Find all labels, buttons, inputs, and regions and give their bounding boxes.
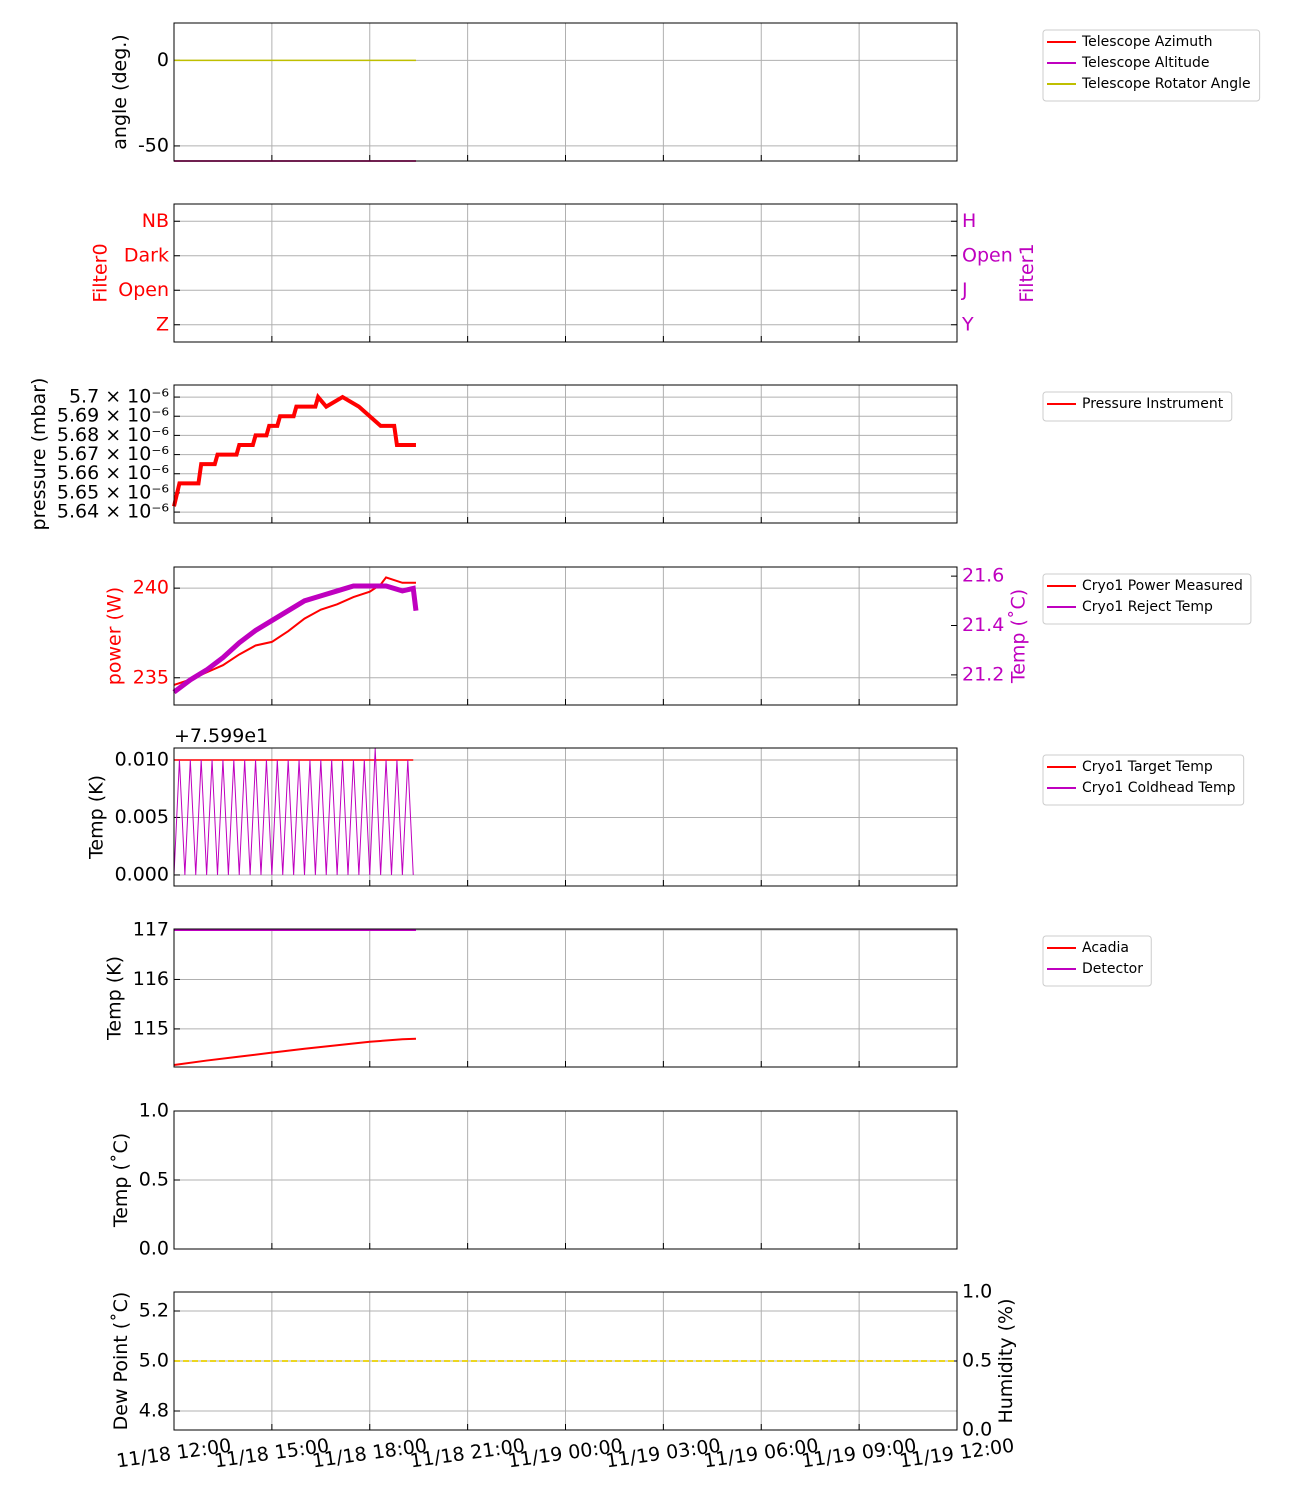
plot-frame — [173, 747, 958, 887]
y-tick-label: 5.64 × 10⁻⁶ — [57, 501, 169, 523]
plot-frame — [173, 203, 958, 343]
plot-frame — [173, 1291, 958, 1431]
y2-tick-label: 0.5 — [962, 1350, 992, 1372]
y-tick-label: 117 — [133, 918, 169, 940]
legend-label: Cryo1 Power Measured — [1082, 578, 1243, 594]
y-tick-label: 0.0 — [139, 1238, 169, 1260]
series-line — [173, 1037, 417, 1067]
y2-tick-label: Open — [962, 244, 1013, 266]
series-line — [172, 392, 416, 507]
y2-tick-label: 21.2 — [962, 663, 1004, 685]
plot-frame — [173, 1110, 958, 1250]
x-tick-label: 11/19 12:00 — [898, 1435, 1015, 1473]
y-axis-label: Filter0 — [89, 243, 111, 302]
legend-box — [1042, 754, 1245, 806]
y-tick-label: 5.66 × 10⁻⁶ — [57, 462, 169, 484]
panel: Z Open Dark NB YJ Open H Filter0 Filter1 — [89, 203, 1038, 343]
plot-frame — [173, 22, 958, 162]
panel: 235 240 21.2 21.4 21.6 power (W) Temp (˚C) Cryo… — [104, 565, 1252, 706]
legend-label: Cryo1 Coldhead Temp — [1082, 780, 1236, 796]
y-tick-label: 5.0 — [139, 1350, 169, 1372]
y2-tick-label: 1.0 — [962, 1281, 992, 1303]
y-tick-label: 5.67 × 10⁻⁶ — [57, 443, 169, 465]
series-line — [172, 583, 419, 695]
y-axis-label: Temp (K) — [104, 956, 126, 1041]
y2-tick-label: Y — [961, 313, 974, 335]
plot-frame — [173, 384, 958, 524]
legend-box — [1042, 573, 1252, 625]
y-axis-label: angle (deg.) — [109, 34, 131, 149]
legend-label: Detector — [1082, 961, 1143, 977]
y2-tick-label: 21.6 — [962, 565, 1004, 587]
legend-label: Cryo1 Reject Temp — [1082, 599, 1213, 615]
y-tick-label: -50 — [138, 134, 169, 156]
y-tick-label: 0 — [157, 49, 169, 71]
y-axis-label: power (W) — [104, 587, 126, 685]
legend-label: Telescope Altitude — [1081, 55, 1210, 71]
legend-box — [1042, 29, 1261, 102]
y2-axis-label: Humidity (%) — [995, 1298, 1017, 1423]
y-tick-label: 5.2 — [139, 1300, 169, 1322]
y-tick-label: 0.010 — [115, 748, 169, 770]
legend-label: Telescope Azimuth — [1081, 34, 1212, 50]
y-tick-label: 235 — [133, 666, 169, 688]
series-line — [173, 576, 416, 686]
y-axis-label: Dew Point (˚C) — [110, 1292, 132, 1431]
panel: 0.000 0.005 0.010 Temp (K) +7.599e1 Cryo1 Tar… — [86, 725, 1245, 887]
y-tick-label: 0.000 — [115, 863, 169, 885]
plot-frame — [173, 928, 958, 1068]
series-line — [173, 748, 414, 875]
y-tick-label: Dark — [124, 244, 169, 266]
legend-label: Cryo1 Target Temp — [1082, 759, 1213, 775]
y2-tick-label: H — [962, 210, 976, 232]
panel: 5.64 × 10⁻⁶5.65 × 10⁻⁶5.66 × 10⁻⁶5.67 × … — [28, 378, 1233, 531]
y2-axis-label: Filter1 — [1016, 243, 1038, 302]
y-tick-label: 116 — [133, 968, 169, 990]
legend-box — [1042, 391, 1233, 422]
y-tick-label: 115 — [133, 1017, 169, 1039]
y-tick-label: 5.7 × 10⁻⁶ — [69, 386, 169, 408]
y-tick-label: 5.69 × 10⁻⁶ — [57, 405, 169, 427]
y2-tick-label: J — [961, 279, 968, 301]
y-tick-label: 4.8 — [139, 1400, 169, 1422]
y-tick-label: 5.68 × 10⁻⁶ — [57, 424, 169, 446]
legend-label: Pressure Instrument — [1082, 396, 1224, 412]
y-tick-label: 1.0 — [139, 1100, 169, 1122]
y-tick-label: 0.005 — [115, 806, 169, 828]
y-tick-label: Open — [118, 279, 169, 301]
y-axis-label: Temp (˚C) — [110, 1133, 132, 1228]
y2-axis-label: Temp (˚C) — [1007, 589, 1029, 684]
y-tick-label: 5.65 × 10⁻⁶ — [57, 481, 169, 503]
plot-frame — [173, 566, 958, 706]
legend-label: Acadia — [1082, 940, 1129, 956]
y-tick-label: Z — [156, 313, 169, 335]
panel: 115 116 117 Temp (K) Acadia Detector — [104, 918, 1152, 1068]
legend-label: Telescope Rotator Angle — [1081, 76, 1251, 92]
y-tick-label: NB — [142, 210, 169, 232]
y-axis-label: pressure (mbar) — [28, 378, 50, 531]
y2-tick-label: 21.4 — [962, 614, 1004, 636]
y-tick-label: 0.5 — [139, 1169, 169, 1191]
panel: 0.0 0.5 1.0 Temp (˚C) — [110, 1100, 958, 1260]
y-axis-label: Temp (K) — [86, 775, 108, 860]
y2-tick-label: 0.0 — [962, 1419, 992, 1441]
offset-text: +7.599e1 — [174, 725, 268, 747]
panel: -50 0 angle (deg.) Telescope Azimuth Telesco… — [109, 22, 1261, 162]
y-tick-label: 240 — [133, 577, 169, 599]
